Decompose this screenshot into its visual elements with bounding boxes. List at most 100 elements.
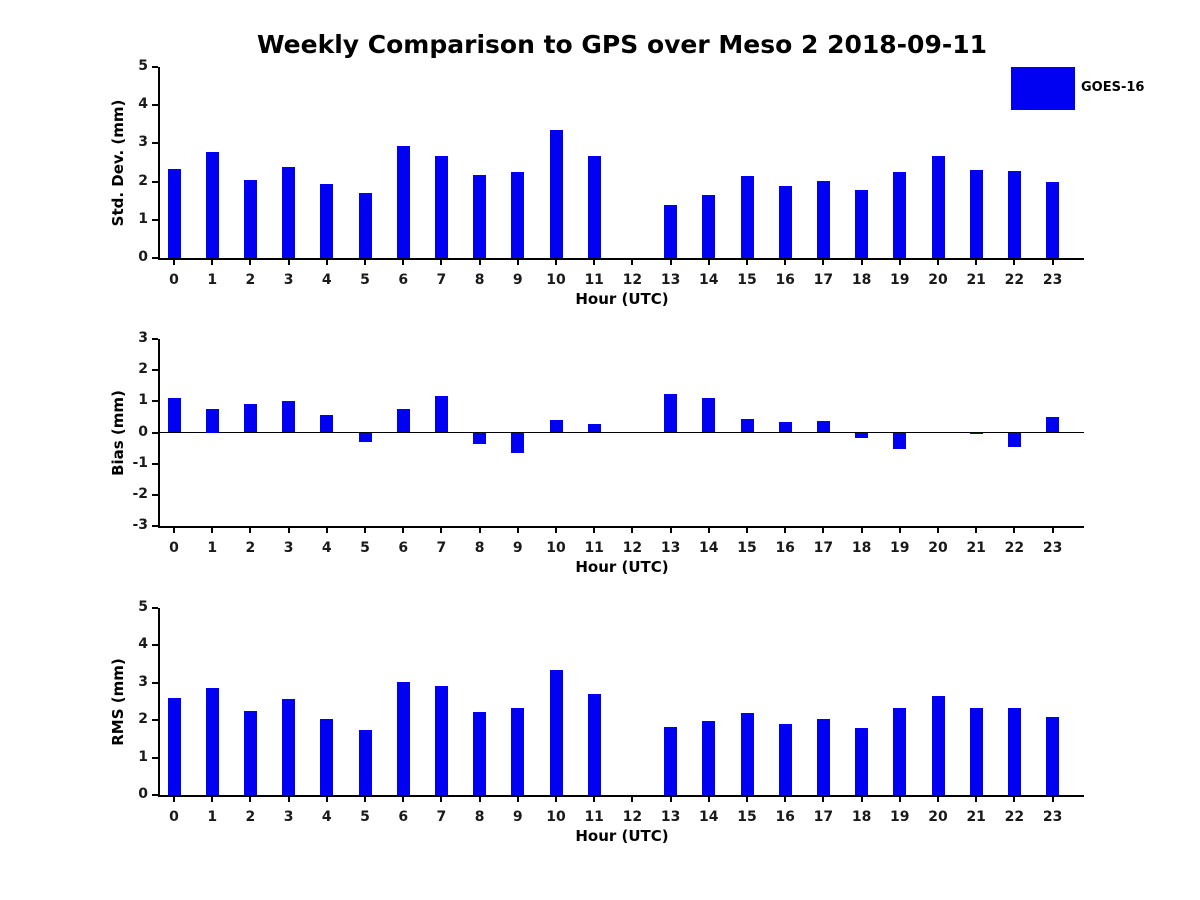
x-tick-bias [822, 528, 825, 533]
x-tick-std-dev [707, 260, 710, 265]
x-tick-label-bias: 0 [169, 540, 179, 556]
x-tick-label-std-dev: 9 [512, 272, 523, 288]
x-tick-rms [707, 797, 710, 802]
y-tick-rms [152, 644, 158, 647]
x-tick-std-dev [669, 260, 672, 265]
y-tick-label-bias: 0 [138, 423, 148, 440]
x-axis-spine-rms [158, 795, 1084, 797]
y-tick-std-dev [152, 257, 158, 259]
x-tick-label-bias: 3 [283, 540, 294, 556]
x-tick-label-bias: 18 [851, 540, 872, 556]
x-tick-label-rms: 23 [1042, 809, 1063, 825]
x-tick-bias [593, 528, 596, 533]
x-tick-std-dev [593, 260, 596, 265]
x-tick-label-std-dev: 21 [966, 272, 986, 288]
x-tick-bias [287, 528, 290, 533]
x-tick-label-rms: 18 [851, 809, 872, 825]
y-tick-label-bias: -1 [132, 454, 148, 471]
bar-std-dev-hour-23 [1046, 181, 1060, 258]
x-axis-label-rms: Hour (UTC) [575, 827, 669, 845]
bar-rms-hour-16 [778, 724, 792, 795]
bar-rms-hour-21 [969, 707, 983, 795]
x-tick-rms [860, 797, 863, 802]
bar-std-dev-hour-18 [855, 189, 869, 258]
x-tick-std-dev [784, 260, 787, 265]
x-tick-label-std-dev: 20 [928, 272, 948, 288]
x-tick-label-std-dev: 14 [699, 272, 719, 288]
y-tick-label-rms: 1 [138, 748, 148, 765]
y-tick-rms [152, 607, 158, 609]
y-tick-bias [152, 462, 158, 465]
bar-rms-hour-18 [855, 728, 869, 795]
x-tick-std-dev [898, 260, 901, 265]
x-tick-label-bias: 15 [737, 540, 757, 556]
x-tick-bias [784, 528, 787, 533]
legend-label-goes-16: GOES-16 [1081, 80, 1145, 95]
bar-bias-hour-10 [549, 420, 563, 433]
y-tick-std-dev [152, 218, 158, 221]
bar-bias-hour-3 [282, 401, 296, 433]
x-tick-std-dev [1051, 260, 1054, 265]
x-tick-label-std-dev: 11 [584, 272, 604, 288]
zero-line-bias [160, 431, 1084, 434]
y-tick-label-bias: 1 [138, 392, 148, 409]
x-tick-label-rms: 19 [890, 809, 910, 825]
x-tick-label-bias: 23 [1042, 540, 1063, 556]
y-tick-label-bias: 2 [138, 361, 148, 378]
x-tick-label-std-dev: 10 [546, 272, 566, 288]
x-tick-label-std-dev: 5 [360, 272, 370, 288]
x-tick-label-bias: 2 [245, 540, 256, 556]
x-tick-label-rms: 14 [699, 809, 719, 825]
x-tick-rms [631, 797, 634, 802]
x-tick-std-dev [325, 260, 328, 265]
x-tick-bias [249, 528, 252, 533]
x-tick-label-std-dev: 12 [622, 272, 643, 288]
y-axis-spine-rms [158, 608, 160, 797]
x-tick-label-bias: 14 [699, 540, 719, 556]
x-tick-std-dev [287, 260, 290, 265]
x-tick-label-rms: 17 [813, 809, 834, 825]
y-axis-spine-std-dev [158, 67, 160, 260]
y-tick-bias [152, 369, 158, 372]
x-tick-label-rms: 10 [546, 809, 566, 825]
bar-bias-hour-16 [778, 422, 792, 433]
y-tick-label-bias: -3 [132, 517, 148, 533]
x-tick-label-rms: 21 [966, 809, 986, 825]
bar-bias-hour-14 [702, 398, 716, 433]
x-tick-label-std-dev: 1 [207, 272, 218, 288]
x-tick-label-bias: 9 [512, 540, 523, 556]
x-tick-label-rms: 3 [283, 809, 294, 825]
x-tick-rms [975, 797, 978, 802]
x-tick-label-rms: 4 [321, 809, 332, 825]
bar-std-dev-hour-7 [434, 156, 448, 258]
x-tick-rms [1051, 797, 1054, 802]
x-tick-std-dev [822, 260, 825, 265]
x-tick-label-bias: 19 [890, 540, 910, 556]
x-tick-label-std-dev: 7 [436, 272, 447, 288]
x-tick-std-dev [975, 260, 978, 265]
bar-bias-hour-7 [434, 396, 448, 433]
x-tick-bias [898, 528, 901, 533]
bar-rms-hour-11 [587, 694, 601, 795]
bar-bias-hour-23 [1046, 416, 1060, 433]
x-tick-label-std-dev: 18 [851, 272, 872, 288]
x-tick-bias [440, 528, 443, 533]
x-tick-label-rms: 5 [360, 809, 370, 825]
bar-bias-hour-19 [893, 432, 907, 449]
bar-bias-hour-17 [816, 420, 830, 433]
y-tick-std-dev [152, 104, 158, 107]
bar-std-dev-hour-8 [473, 174, 487, 258]
x-tick-label-std-dev: 2 [245, 272, 256, 288]
x-tick-rms [249, 797, 252, 802]
bar-rms-hour-2 [243, 711, 257, 795]
x-tick-bias [325, 528, 328, 533]
bar-rms-hour-17 [816, 718, 830, 795]
bar-std-dev-hour-2 [243, 179, 257, 258]
x-tick-bias [707, 528, 710, 533]
x-tick-label-std-dev: 8 [474, 272, 485, 288]
x-tick-std-dev [631, 260, 634, 265]
bar-std-dev-hour-9 [511, 172, 525, 258]
bar-rms-hour-23 [1046, 717, 1060, 795]
y-tick-label-std-dev: 1 [138, 210, 148, 227]
